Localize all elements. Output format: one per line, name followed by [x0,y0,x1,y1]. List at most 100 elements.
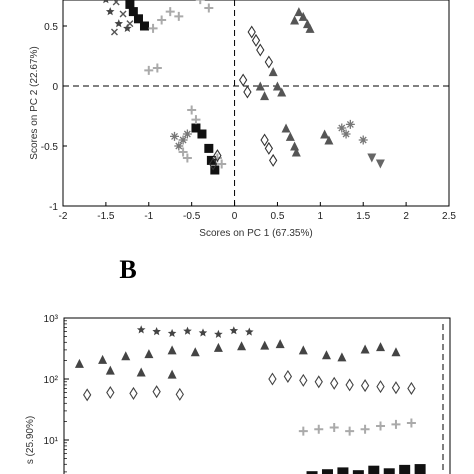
data-point-star [214,329,223,338]
data-point-plus [152,63,162,73]
x-tick-label: 0 [232,211,238,222]
data-point-asterisk [337,123,347,133]
data-point-triangle-up [298,11,308,21]
data-point-triangle-up [337,352,347,362]
data-point-triangle-up [255,81,265,91]
data-point-diamond [264,55,274,69]
panel-a-axes-frame [62,0,450,207]
x-tick-label: -0.5 [183,211,201,222]
data-point-triangle-up [98,354,108,364]
data-point-diamond [360,379,370,393]
data-point-triangle-up [320,129,330,139]
data-point-square [383,468,395,474]
y-tick-label: 0 [52,82,58,93]
data-point-diamond [376,380,385,394]
data-point-star [167,328,177,337]
data-point-square [306,471,318,474]
data-point-square [133,14,143,24]
data-point-plus [217,159,227,169]
data-point-x [112,0,120,6]
data-point-diamond [251,33,261,47]
data-point-diamond [264,141,274,155]
data-point-triangle-up [376,342,386,352]
data-point-diamond [314,375,323,389]
data-point-diamond [152,385,161,399]
data-point-square [139,21,149,31]
data-point-plus [406,418,416,428]
data-point-square [191,123,201,133]
panel-a-y-axis-label: Scores on PC 2 (22.67%) [29,46,40,159]
data-point-triangle-up [294,7,304,17]
data-point-square [368,465,380,474]
x-tick-label: 1.5 [356,211,370,222]
data-point-triangle-up [277,87,287,97]
data-point-plus [329,423,339,433]
data-point-triangle-up [391,347,401,357]
data-point-diamond [330,376,339,390]
data-point-plus [187,105,197,115]
data-point-triangle-up [167,369,177,379]
data-point-diamond [247,25,256,39]
panel-b-y-ticks: 10³ 10² 10¹ [44,314,69,473]
data-point-plus [182,153,192,163]
data-point-plus [345,426,355,436]
data-point-diamond [213,149,222,163]
data-point-asterisk [170,131,180,141]
y-tick-label: 0.5 [44,22,58,33]
data-point-asterisk [174,141,184,151]
data-point-diamond [260,133,269,147]
data-point-diamond [391,381,401,395]
y-tick-label: -0.5 [41,142,59,153]
data-point-plus [298,426,308,436]
data-point-triangle-up [144,349,154,359]
data-point-x [119,10,127,18]
data-point-star [198,328,208,337]
data-point-triangle-up [291,147,301,157]
data-point-triangle-up [260,91,270,101]
panel-a-y-ticks: 0.5 0 -0.5 -1 [41,22,67,213]
x-tick-label: -1 [144,211,153,222]
data-point-triangle-up [121,351,131,361]
data-point-star [183,326,192,335]
y-tick-label: 10³ [44,314,59,325]
data-point-triangle-up [167,345,177,355]
panel-a-x-ticks: -2 -1.5 -1 -0.5 0 0.5 1 1.5 2 2.5 [59,202,456,222]
data-point-star [229,326,239,335]
data-point-square [204,143,214,153]
data-point-x [110,28,118,36]
data-point-diamond [299,373,308,387]
panel-a-chart: -2 -1.5 -1 -0.5 0 0.5 1 1.5 2 2.5 0.5 0 -0.5 -1 Scor… [29,0,456,239]
data-point-plus [174,11,184,21]
data-point-triangle-up [272,81,282,91]
data-point-triangle-up [305,23,315,33]
data-point-triangle-up [105,365,115,375]
data-point-star [123,23,132,32]
x-tick-label: 0.5 [270,211,284,222]
panel-b-chart: 10³ 10² 10¹ s (25.90%) [25,314,451,474]
data-point-diamond [129,386,138,400]
data-point-triangle-up [74,358,84,368]
data-point-plus [360,424,370,434]
data-point-triangle-up [298,345,308,355]
x-tick-label: 2.5 [442,211,456,222]
x-tick-label: -2 [59,211,68,222]
data-point-plus [148,23,158,33]
data-point-diamond [238,73,248,87]
data-point-diamond [268,372,277,386]
data-point-plus [391,419,401,429]
data-point-star [105,7,115,16]
data-point-plus [195,0,205,5]
y-tick-label: 10¹ [44,436,59,447]
panel-a-x-axis-label: Scores on PC 1 (67.35%) [199,228,312,239]
data-point-triangle-up [321,350,331,360]
data-point-triangle-up [281,123,291,133]
data-point-triangle-up [290,15,300,25]
data-point-diamond [175,387,184,401]
data-point-diamond [407,381,416,395]
panel-b-y-axis-label: s (25.90%) [25,416,36,464]
panel-b-axes-frame [63,317,451,474]
data-point-diamond [269,153,278,167]
data-point-plus [314,424,324,434]
x-tick-label: 2 [403,211,409,222]
data-point-triangle-up [136,367,146,377]
